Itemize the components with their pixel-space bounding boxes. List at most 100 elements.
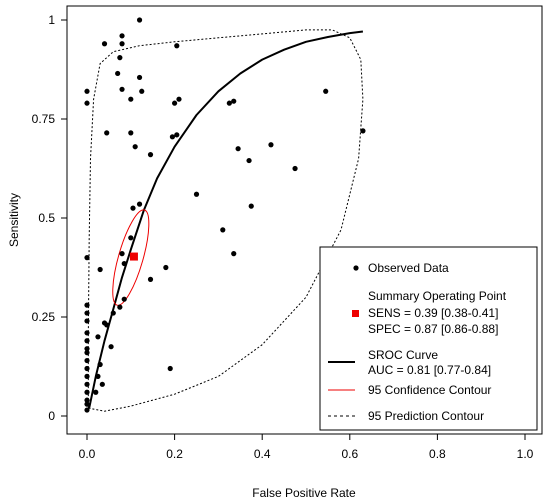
legend-observed-label: Observed Data xyxy=(368,261,449,275)
confidence-contour-layer xyxy=(112,209,150,306)
observed-point xyxy=(246,157,252,164)
y-tick-label: 0.25 xyxy=(32,310,56,324)
legend-summary-title: Summary Operating Point xyxy=(368,289,507,303)
y-tick-label: 0.5 xyxy=(38,211,55,225)
observed-points-layer xyxy=(84,17,366,413)
observed-point xyxy=(174,43,180,49)
observed-point xyxy=(176,96,182,102)
x-tick-label: 1.0 xyxy=(517,447,534,461)
observed-point xyxy=(119,33,125,39)
legend-prediction-label: 95 Prediction Contour xyxy=(368,409,484,423)
observed-point xyxy=(167,365,173,372)
y-axis: 0 0.25 0.5 0.75 1 xyxy=(32,13,68,423)
x-tick-label: 0.6 xyxy=(341,447,358,461)
observed-point xyxy=(84,302,90,308)
legend-spec-label: SPEC = 0.87 [0.86-0.88] xyxy=(368,322,498,336)
observed-point xyxy=(128,96,134,102)
observed-point xyxy=(101,41,108,47)
observed-point xyxy=(84,318,90,324)
observed-point xyxy=(121,296,127,302)
observed-point xyxy=(97,361,103,368)
observed-point xyxy=(121,260,127,267)
observed-point xyxy=(248,203,254,209)
observed-point xyxy=(84,373,90,379)
observed-point xyxy=(93,389,99,395)
x-tick-label: 0.2 xyxy=(166,447,183,461)
observed-point xyxy=(117,55,123,61)
observed-point xyxy=(115,70,121,77)
legend-summary-marker xyxy=(352,310,359,317)
observed-point xyxy=(136,201,143,207)
observed-point xyxy=(84,350,90,356)
observed-point xyxy=(84,100,90,106)
observed-point xyxy=(104,130,110,136)
y-tick-label: 0 xyxy=(48,409,55,423)
observed-point xyxy=(84,255,90,261)
observed-point xyxy=(128,235,134,241)
prediction-contour xyxy=(87,29,364,412)
observed-point xyxy=(84,407,90,413)
observed-point xyxy=(110,310,116,316)
observed-point xyxy=(132,144,138,150)
observed-point xyxy=(174,132,180,138)
observed-point xyxy=(119,251,125,257)
observed-point xyxy=(292,165,298,172)
observed-point xyxy=(231,251,237,257)
legend: Observed Data Summary Operating Point SE… xyxy=(319,246,538,431)
observed-point xyxy=(84,357,90,364)
observed-point xyxy=(99,381,105,387)
observed-point xyxy=(84,338,90,344)
observed-point xyxy=(139,88,145,94)
observed-point xyxy=(231,98,237,104)
legend-observed-marker xyxy=(353,265,359,271)
y-axis-label: Sensitivity xyxy=(7,193,21,247)
legend-box xyxy=(319,246,538,431)
observed-point xyxy=(84,330,90,336)
legend-confidence-label: 95 Confidence Contour xyxy=(368,383,491,397)
legend-sroc-label: SROC Curve xyxy=(368,348,438,362)
confidence-contour xyxy=(112,209,150,306)
y-tick-label: 0.75 xyxy=(32,112,56,126)
observed-point xyxy=(84,88,90,94)
observed-point xyxy=(119,41,125,47)
observed-point xyxy=(119,86,125,92)
observed-point xyxy=(108,344,114,350)
observed-point xyxy=(172,100,178,106)
observed-point xyxy=(130,205,136,211)
observed-point xyxy=(226,100,232,106)
observed-point xyxy=(136,17,143,23)
observed-point xyxy=(128,130,134,136)
observed-point xyxy=(193,191,200,197)
observed-point xyxy=(323,88,329,94)
legend-sens-label: SENS = 0.39 [0.38-0.41] xyxy=(368,306,498,320)
summary-point-layer xyxy=(129,252,138,261)
observed-point xyxy=(84,401,90,407)
observed-point xyxy=(117,304,123,310)
observed-point xyxy=(136,74,143,81)
y-tick-label: 1 xyxy=(48,13,55,27)
observed-point xyxy=(84,346,90,352)
observed-point xyxy=(147,152,154,158)
observed-point xyxy=(169,134,176,140)
observed-point xyxy=(163,264,169,271)
legend-auc-label: AUC = 0.81 [0.77-0.84] xyxy=(368,363,491,377)
observed-point xyxy=(268,142,274,148)
x-axis: 0.0 0.2 0.4 0.6 0.8 1.0 xyxy=(79,433,534,461)
observed-point xyxy=(95,334,101,340)
observed-point xyxy=(360,128,366,134)
observed-point xyxy=(84,381,90,387)
observed-point xyxy=(84,397,90,403)
observed-point xyxy=(84,365,90,372)
observed-point xyxy=(97,266,103,273)
observed-point xyxy=(104,322,110,328)
x-tick-label: 0.4 xyxy=(254,447,271,461)
observed-point xyxy=(220,227,226,233)
prediction-contour-layer xyxy=(87,29,364,412)
observed-point xyxy=(84,310,90,316)
x-tick-label: 0.8 xyxy=(429,447,446,461)
x-tick-label: 0.0 xyxy=(79,447,96,461)
x-axis-label: False Positive Rate xyxy=(252,486,356,500)
observed-point xyxy=(95,373,101,379)
summary-operating-point xyxy=(129,252,138,261)
